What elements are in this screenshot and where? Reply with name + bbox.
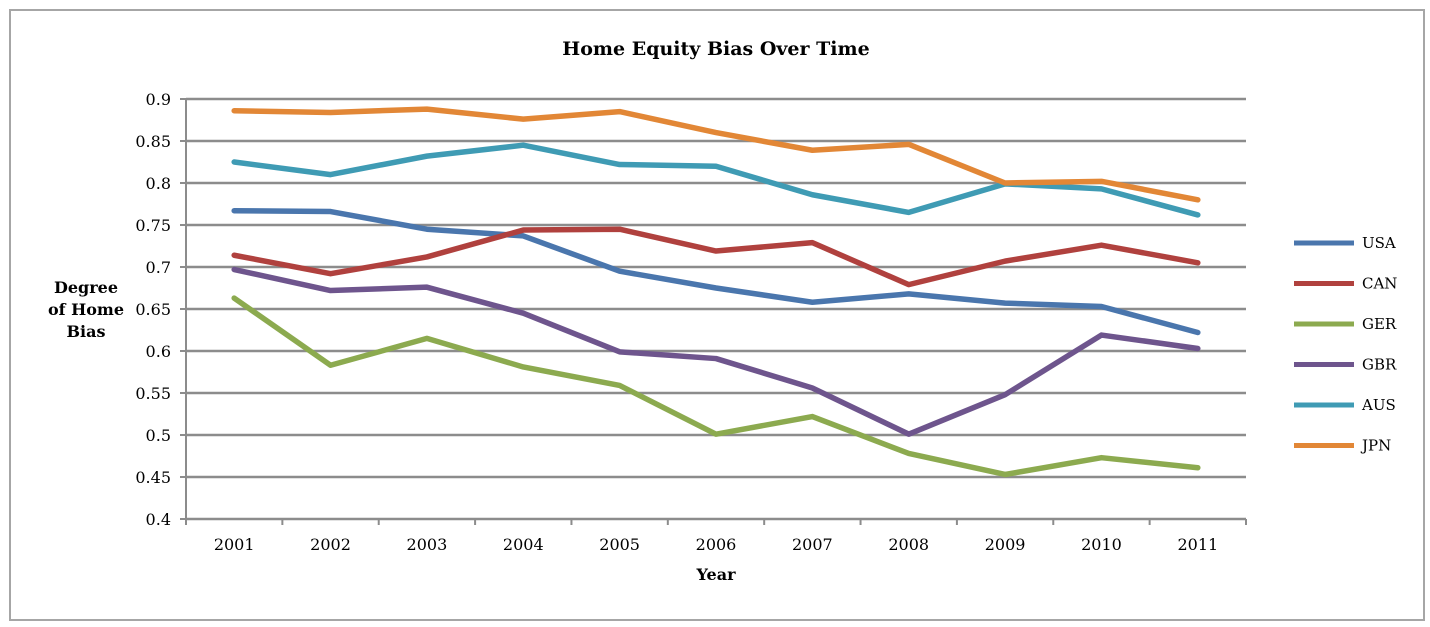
- y-tick-label: 0.8: [146, 174, 171, 193]
- legend: USA CAN GER GBR AUS JPN: [1294, 234, 1397, 455]
- x-tick-label: 2004: [503, 535, 544, 554]
- x-tick-label: 2010: [1081, 535, 1122, 554]
- y-tick-label: 0.65: [135, 300, 171, 319]
- x-tick-label: 2003: [407, 535, 448, 554]
- y-tick-label: 0.55: [135, 384, 171, 403]
- legend-label-jpn: JPN: [1360, 437, 1391, 455]
- x-tick-label: 2002: [310, 535, 351, 554]
- y-tick-labels: 0.4 0.45 0.5 0.55 0.6 0.65 0.7 0.75 0.8 0.85 0.9: [135, 90, 171, 529]
- x-tick-label: 2005: [599, 535, 640, 554]
- x-tick-label: 2006: [696, 535, 737, 554]
- legend-label-can: CAN: [1362, 275, 1397, 293]
- legend-label-aus: AUS: [1361, 396, 1396, 414]
- y-tick-label: 0.5: [146, 426, 171, 445]
- x-tick-label: 2009: [985, 535, 1026, 554]
- legend-label-usa: USA: [1362, 234, 1396, 252]
- y-axis-title-line: Bias: [67, 322, 106, 341]
- x-tick-labels: 2001 2002 2003 2004 2005 2006 2007 2008 2009 2010…: [214, 535, 1218, 554]
- y-tick-label: 0.45: [135, 468, 171, 487]
- series-line-ger: [231, 295, 1201, 478]
- y-tick-label: 0.75: [135, 216, 171, 235]
- y-tick-label: 0.4: [146, 510, 171, 529]
- x-tick-label: 2011: [1177, 535, 1218, 554]
- gridlines: [180, 97, 1246, 520]
- y-axis-title-line: Degree: [54, 278, 118, 297]
- y-tick-label: 0.7: [146, 258, 171, 277]
- x-axis-title: Year: [695, 565, 736, 584]
- y-axis-title-line: of Home: [48, 300, 124, 319]
- y-tick-label: 0.85: [135, 132, 171, 151]
- x-tick-label: 2001: [214, 535, 255, 554]
- series-lines: [231, 106, 1201, 478]
- x-tick-label: 2008: [888, 535, 929, 554]
- y-axis-title: Degree of Home Bias: [48, 278, 124, 341]
- y-tick-label: 0.9: [146, 90, 171, 109]
- x-tick-label: 2007: [792, 535, 833, 554]
- chart-title: Home Equity Bias Over Time: [562, 38, 869, 60]
- y-tick-label: 0.6: [146, 342, 171, 361]
- series-line-usa: [231, 207, 1201, 336]
- series-line-can: [231, 226, 1201, 288]
- legend-label-ger: GER: [1362, 315, 1397, 333]
- legend-label-gbr: GBR: [1362, 356, 1397, 374]
- axes: [185, 99, 1247, 525]
